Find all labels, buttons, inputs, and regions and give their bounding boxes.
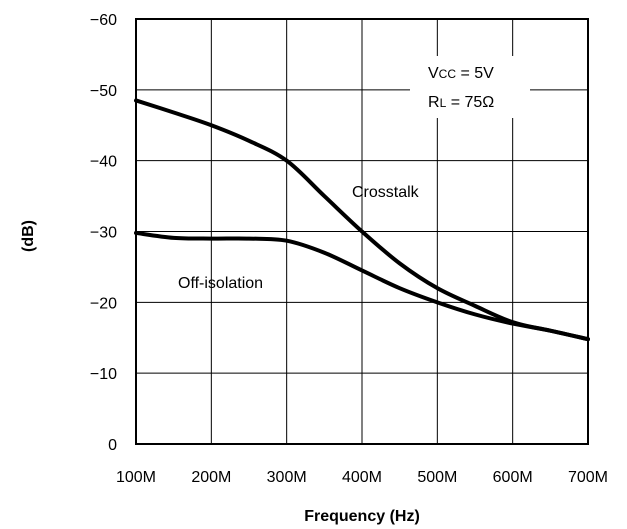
x-tick-label: 700M bbox=[568, 469, 608, 486]
series-label-off-isolation: Off-isolation bbox=[178, 275, 263, 292]
y-tick-label: −30 bbox=[90, 225, 117, 242]
y-axis-title: (dB) bbox=[20, 220, 37, 252]
condition-rl: RL = 75Ω bbox=[428, 94, 494, 111]
y-tick-label: −10 bbox=[90, 366, 117, 383]
x-tick-label: 400M bbox=[342, 469, 382, 486]
series-label-crosstalk: Crosstalk bbox=[352, 184, 420, 201]
x-tick-label: 500M bbox=[417, 469, 457, 486]
y-tick-label: −50 bbox=[90, 83, 117, 100]
tick-labels: 100M 200M 300M 400M 500M 600M 700M 0 −10 −20 −30 −4… bbox=[90, 12, 608, 486]
x-tick-label: 100M bbox=[116, 469, 156, 486]
x-axis-title: Frequency (Hz) bbox=[304, 508, 420, 525]
series-lines bbox=[134, 98, 590, 342]
x-tick-label: 200M bbox=[191, 469, 231, 486]
conditions-box bbox=[410, 56, 530, 118]
y-tick-label: −60 bbox=[90, 12, 117, 29]
y-tick-label: −20 bbox=[90, 295, 117, 312]
x-tick-label: 300M bbox=[267, 469, 307, 486]
y-tick-label: 0 bbox=[108, 437, 117, 454]
off-isolation-line bbox=[134, 230, 590, 342]
y-tick-label: −40 bbox=[90, 154, 117, 171]
x-tick-label: 600M bbox=[493, 469, 533, 486]
condition-vcc: VCC = 5V bbox=[428, 65, 494, 82]
